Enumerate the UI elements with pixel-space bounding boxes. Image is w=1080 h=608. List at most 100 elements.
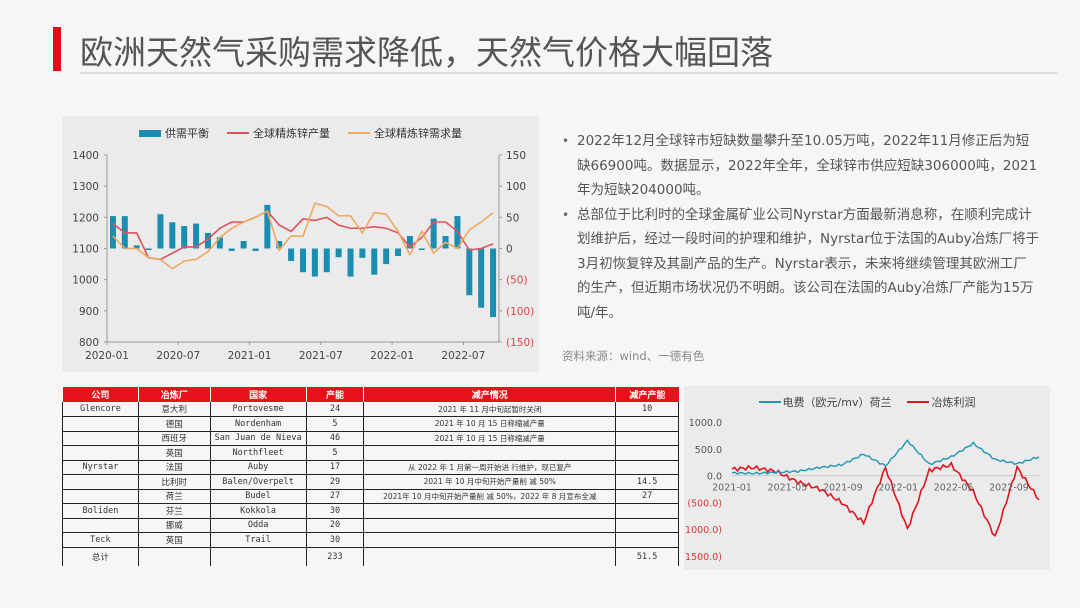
cell-cut-status [363, 532, 616, 548]
cell-cut-capacity [615, 445, 679, 461]
total-cut-capacity: 51.5 [615, 547, 679, 566]
svg-text:2022-09: 2022-09 [989, 483, 1029, 494]
cell-company: Teck [62, 532, 139, 548]
source-note: 资料来源：wind、一德有色 [562, 349, 705, 363]
total-capacity: 233 [305, 547, 364, 566]
cell-country: Balen/Overpelt [209, 474, 307, 490]
legend-item-balance: 供需平衡 [139, 125, 209, 141]
svg-text:1400: 1400 [72, 150, 99, 162]
svg-text:2021-07: 2021-07 [299, 350, 343, 362]
svg-text:100: 100 [506, 181, 526, 193]
cell-company [62, 474, 139, 490]
cell-country: Trail [209, 532, 307, 548]
col-header-country: 国家 [209, 387, 307, 402]
col-header-cut-capacity: 减产产能 [615, 387, 679, 402]
table-row: 比利时 Balen/Overpelt 29 2021 年 10 月中旬开始产量削 减 … [62, 474, 679, 490]
svg-text:2022-01: 2022-01 [370, 350, 414, 362]
table-row: Glencore 意大利 Portovesme 24 2021 年 11 月中旬起暂时关… [62, 402, 679, 417]
col-header-company: 公司 [62, 387, 139, 402]
cell-cut-capacity [615, 431, 679, 446]
total-country [209, 547, 307, 566]
table-row: Boliden 芬兰 Kokkola 30 [62, 503, 679, 519]
svg-text:50: 50 [506, 212, 519, 224]
cell-capacity: 27 [305, 489, 364, 504]
cell-smelter: 英国 [137, 532, 211, 548]
svg-text:2021-05: 2021-05 [768, 483, 808, 494]
cell-cut-capacity: 10 [615, 402, 679, 417]
svg-text:900: 900 [79, 306, 99, 318]
zinc-balance-chart: 供需平衡 全球精炼锌产量 全球精炼锌需求量 1400 150 1300 100 1200… [62, 116, 539, 372]
svg-text:(500.0): (500.0) [687, 498, 722, 509]
cell-capacity: 24 [305, 402, 364, 417]
svg-text:2020-01: 2020-01 [85, 350, 129, 362]
commentary-item: 总部位于比利时的全球金属矿业公司Nyrstar方面最新消息称，在顺利完成计划维护… [562, 203, 1040, 326]
col-header-smelter: 冶炼厂 [137, 387, 211, 402]
cell-company: Glencore [62, 402, 139, 417]
title-accent-bar [53, 27, 61, 71]
cell-cut-capacity [615, 518, 679, 533]
chart1-legend: 供需平衡 全球精炼锌产量 全球精炼锌需求量 [62, 125, 539, 141]
commentary-list: 2022年12月全球锌市短缺数量攀升至10.05万吨，2022年11月修正后为短… [562, 129, 1040, 325]
cell-cut-status: 2021 年 11 月中旬起暂时关闭 [363, 402, 616, 417]
page-title: 欧洲天然气采购需求降低，天然气价格大幅回落 [80, 33, 773, 72]
chart2-legend: 电费（欧元/mv）荷兰 冶炼利润 [684, 394, 1050, 410]
table-row: Teck 英国 Trail 30 [62, 532, 679, 548]
cell-smelter: 比利时 [137, 474, 211, 490]
svg-text:0: 0 [506, 244, 513, 256]
svg-text:(50): (50) [506, 275, 528, 287]
cell-cut-status: 从 2022 年 1 月第一周开始进 行维护，现已复产 [363, 460, 616, 475]
cell-smelter: 德国 [137, 416, 211, 432]
svg-text:2021-01: 2021-01 [228, 350, 272, 362]
svg-text:1200: 1200 [72, 212, 99, 224]
table-total-row: 总计 233 51.5 [62, 547, 679, 566]
svg-text:1100: 1100 [72, 244, 99, 256]
col-header-capacity: 产能 [305, 387, 364, 402]
svg-text:2021-09: 2021-09 [823, 483, 863, 494]
cell-country: Nordenham [209, 416, 307, 432]
svg-text:(100): (100) [506, 306, 534, 318]
legend-item-demand: 全球精炼锌需求量 [348, 125, 462, 141]
cell-capacity: 5 [305, 416, 364, 432]
cell-cut-capacity [615, 460, 679, 475]
legend-item-smelting-profit: 冶炼利润 [907, 394, 975, 410]
cell-capacity: 20 [305, 518, 364, 533]
svg-text:(1500.0): (1500.0) [684, 552, 722, 563]
bar-swatch-icon [139, 129, 161, 137]
table-header-row: 公司 冶炼厂 国家 产能 减产情况 减产产能 [62, 387, 679, 402]
cell-smelter: 法国 [137, 460, 211, 475]
cell-cut-status [363, 445, 616, 461]
line-swatch-icon [758, 401, 781, 403]
cell-smelter: 意大利 [137, 402, 211, 417]
cell-country: Odda [209, 518, 307, 533]
cell-company: Boliden [62, 503, 139, 519]
svg-text:1000.0: 1000.0 [689, 418, 722, 429]
cell-capacity: 30 [305, 503, 364, 519]
svg-text:2021-01: 2021-01 [712, 483, 752, 494]
cell-cut-capacity: 14.5 [615, 474, 679, 490]
cell-capacity: 29 [305, 474, 364, 490]
svg-text:2022-05: 2022-05 [934, 483, 974, 494]
cell-cut-status [363, 503, 616, 519]
cell-cut-status: 2021 年 10 月中旬开始产量削 减 50% [363, 474, 616, 490]
svg-text:1000: 1000 [72, 275, 99, 287]
cell-smelter: 芬兰 [137, 503, 211, 519]
svg-text:1300: 1300 [72, 181, 99, 193]
cell-smelter: 英国 [137, 445, 211, 461]
cell-smelter: 挪威 [137, 518, 211, 533]
cell-cut-capacity [615, 416, 679, 432]
cell-cut-status: 2021 年 10 月 15 日称缩减产量 [363, 416, 616, 432]
total-company: 总计 [62, 547, 139, 566]
cell-capacity: 17 [305, 460, 364, 475]
cell-cut-status: 2021年 10 月中旬开始产量削 减 50%，2022 年 8 月宣布全减 [363, 489, 616, 504]
line-swatch-icon [227, 132, 249, 134]
commentary-item: 2022年12月全球锌市短缺数量攀升至10.05万吨，2022年11月修正后为短… [562, 129, 1040, 203]
svg-text:0.0: 0.0 [707, 472, 722, 483]
cell-capacity: 46 [305, 431, 364, 446]
legend-item-power-cost: 电费（欧元/mv）荷兰 [758, 394, 891, 410]
cell-country: Kokkola [209, 503, 307, 519]
svg-text:150: 150 [506, 150, 526, 162]
cell-company [62, 445, 139, 461]
total-cut-status [363, 547, 616, 566]
power-cost-profit-chart: 电费（欧元/mv）荷兰 冶炼利润 1000.0 500.0 0.0 (500.0) (1… [684, 386, 1050, 570]
svg-text:500.0: 500.0 [695, 445, 722, 456]
